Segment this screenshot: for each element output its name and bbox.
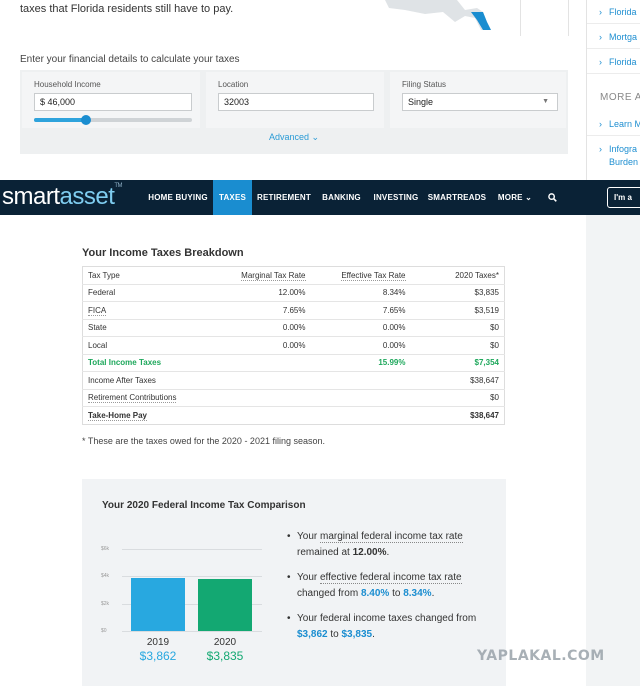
divider [568, 0, 569, 36]
table-row: Federal 12.00% 8.34% $3,835 [82, 283, 505, 302]
related-sidebar: › Florida › Mortga › Florida MORE A › Learn … [586, 0, 640, 180]
arrow-icon: › [599, 7, 602, 17]
nav-investing[interactable]: INVESTING [373, 193, 419, 202]
search-icon[interactable] [542, 180, 562, 215]
main-nav: smartassetTM HOME BUYING TAXES RETIREMEN… [0, 180, 640, 215]
comparison-bullets: Your marginal federal income tax rate re… [287, 529, 497, 652]
gridline [122, 631, 262, 632]
household-income-input[interactable]: $ 46,000 [34, 93, 192, 111]
fica-link[interactable]: FICA [88, 305, 107, 316]
nav-banking[interactable]: BANKING [322, 193, 361, 202]
arrow-icon: › [599, 144, 602, 154]
sidebar-heading: MORE A [600, 92, 640, 103]
table-header-row: Tax Type Marginal Tax Rate Effective Tax… [83, 267, 505, 285]
retirement-link[interactable]: Retirement Contributions [88, 393, 177, 404]
gridline [122, 549, 262, 550]
household-income-field: Household Income $ 46,000 [22, 72, 200, 128]
bar-value-label: $3,835 [206, 649, 244, 663]
income-slider[interactable] [34, 115, 192, 125]
bar-2019 [131, 578, 185, 631]
header-marginal: Marginal Tax Rate [241, 270, 306, 281]
y-tick-label: $0 [101, 628, 107, 634]
location-label: Location [218, 80, 249, 89]
header-tax-type: Tax Type [88, 270, 120, 280]
calculator-form: Household Income $ 46,000 Location 32003… [20, 70, 568, 154]
income-slider-handle[interactable] [81, 115, 92, 125]
sidebar-link[interactable]: › Florida [587, 54, 640, 74]
x-tick-label: 2019 [146, 637, 170, 648]
header-effective: Effective Tax Rate [341, 270, 406, 281]
table-row: Retirement Contributions $0 [82, 388, 505, 407]
filing-status-label: Filing Status [402, 80, 447, 89]
filing-status-value: Single [408, 97, 434, 107]
bullet-marginal: Your marginal federal income tax rate re… [287, 529, 497, 560]
table-row: Income After Taxes $38,647 [82, 371, 505, 389]
advanced-toggle[interactable]: Advanced ⌄ [268, 132, 320, 142]
y-tick-label: $4k [101, 573, 110, 580]
sidebar-link[interactable]: › Infogra [599, 144, 638, 154]
x-tick-label: 2020 [213, 637, 237, 648]
divider [520, 0, 521, 36]
arrow-icon: › [599, 57, 602, 67]
filing-status-select[interactable]: Single ▼ [402, 93, 558, 111]
nav-more[interactable]: MORE ⌄ [497, 193, 533, 202]
sidebar-link[interactable]: › Mortga [587, 29, 640, 49]
income-slider-fill [34, 118, 87, 122]
location-field: Location 32003 [206, 72, 384, 128]
sidebar-link-cont[interactable]: Burden [609, 157, 639, 167]
sidebar-link[interactable]: › Florida [587, 4, 640, 24]
bullet-effective: Your effective federal income tax rate c… [287, 570, 497, 601]
watermark: YAPLAKAL.COM [477, 648, 605, 664]
chevron-down-icon: ▼ [542, 98, 549, 105]
nav-home-buying[interactable]: HOME BUYING [148, 193, 208, 202]
location-input[interactable]: 32003 [218, 93, 374, 111]
calculator-section: taxes that Florida residents still have … [0, 0, 640, 180]
nav-retirement[interactable]: RETIREMENT [257, 193, 311, 202]
bar-value-label: $3,862 [139, 649, 177, 663]
takehome-row: Take-Home Pay $38,647 [82, 406, 505, 424]
right-rail [586, 215, 640, 686]
intro-text: taxes that Florida residents still have … [20, 3, 234, 15]
calculator-title: Enter your financial details to calculat… [20, 54, 240, 65]
sidebar-link[interactable]: › Learn M [587, 116, 640, 136]
florida-map [385, 0, 491, 30]
table-row: State 0.00% 0.00% $0 [82, 318, 505, 337]
nav-taxes[interactable]: TAXES [213, 180, 252, 215]
smartasset-logo[interactable]: smartassetTM [2, 183, 123, 210]
nav-smartreads[interactable]: SMARTREADS [427, 193, 487, 202]
comparison-title: Your 2020 Federal Income Tax Comparison [102, 500, 306, 511]
breakdown-title: Your Income Taxes Breakdown [82, 247, 244, 259]
filing-status-field: Filing Status Single ▼ [390, 72, 566, 128]
header-taxes: 2020 Taxes* [455, 270, 499, 280]
bullet-taxes: Your federal income taxes changed from $… [287, 611, 497, 642]
y-tick-label: $6k [101, 546, 110, 552]
total-row: Total Income Taxes 15.99% $7,354 [82, 353, 505, 372]
results-section: Your Income Taxes Breakdown Tax Type Mar… [0, 215, 586, 686]
gridline [122, 603, 262, 605]
bar-2020 [198, 578, 252, 631]
table-row: FICA 7.65% 7.65% $3,519 [82, 301, 505, 319]
table-row: Local 0.00% 0.00% $0 [82, 336, 505, 354]
footnote: * These are the taxes owed for the 2020 … [82, 436, 325, 446]
tax-breakdown-table: Tax Type Marginal Tax Rate Effective Tax… [82, 266, 505, 425]
advisor-cta-button[interactable]: I'm a [607, 187, 640, 208]
household-income-label: Household Income [34, 80, 101, 89]
arrow-icon: › [599, 32, 602, 42]
arrow-icon: › [599, 119, 602, 129]
gridline [122, 576, 262, 578]
comparison-panel: Your 2020 Federal Income Tax Comparison … [82, 479, 506, 686]
y-tick-label: $2k [101, 600, 110, 607]
